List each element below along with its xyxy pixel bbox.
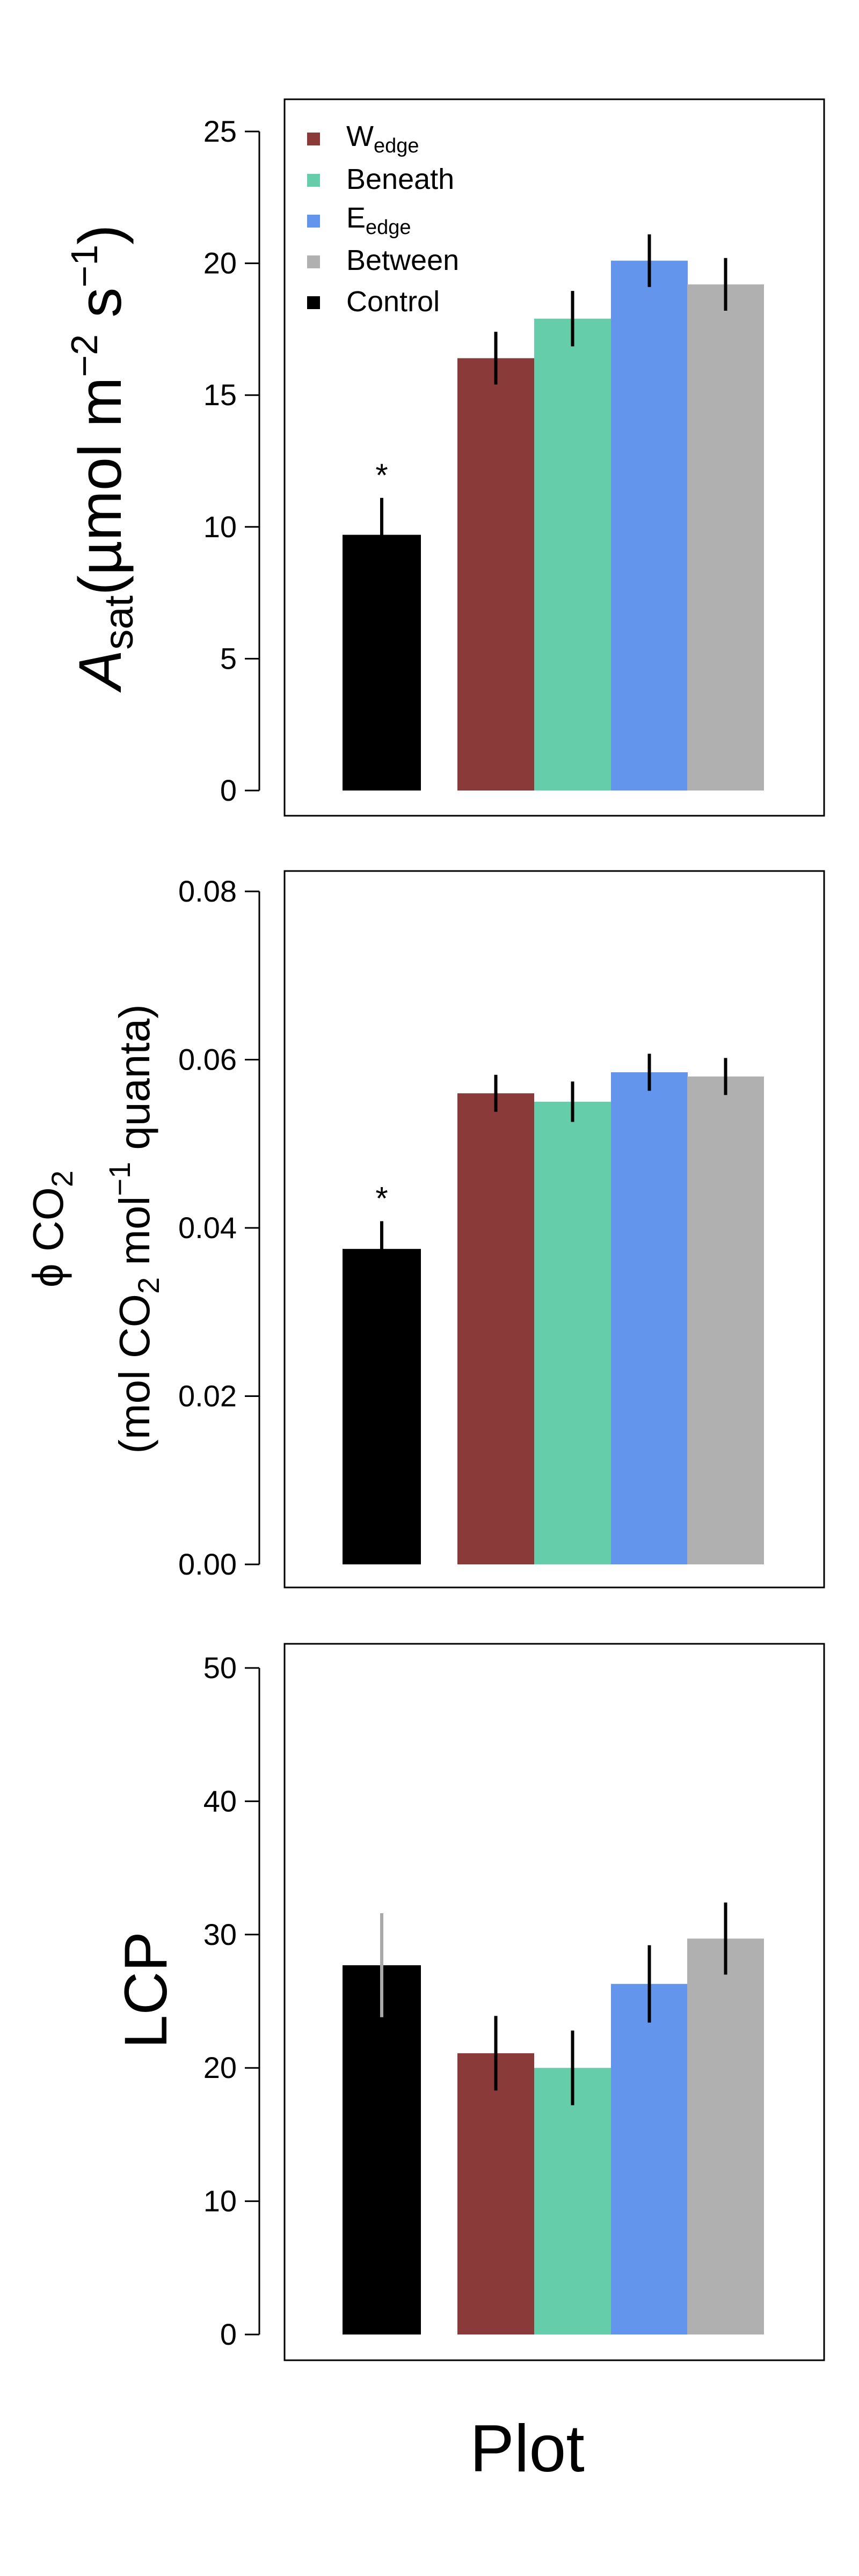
panel-asat-y-label: Asat(µmol m−2 s−1)	[63, 225, 142, 693]
y-tick-label: 0.00	[178, 1547, 237, 1581]
y-tick-label: 0.02	[178, 1379, 237, 1413]
bar-control	[343, 1965, 421, 2334]
panel-phi-co2-frame	[283, 870, 825, 1589]
y-tick-label: 0.08	[178, 874, 237, 908]
bar-eedge	[611, 260, 688, 791]
legend-swatch-between	[307, 255, 320, 268]
bar-between	[687, 284, 764, 791]
panel-asat-y-axis: 0 5 10 15 20 25	[203, 114, 260, 807]
bar-wedge	[457, 1093, 534, 1564]
y-tick-label: 10	[203, 510, 237, 544]
bar-beneath	[534, 318, 611, 791]
y-tick-label: 50	[203, 1651, 237, 1685]
bar-eedge	[611, 1072, 688, 1564]
legend-swatch-wedge	[307, 133, 320, 145]
panel-phi-co2: 0.00 0.02 0.04 0.06 0.08 * ϕ CO2 (mol CO2 mo…	[24, 870, 825, 1589]
significance-marker: *	[375, 457, 388, 493]
bar-wedge	[457, 358, 534, 791]
y-tick-label: 0	[220, 773, 237, 807]
panel-asat-annotations: *	[375, 457, 388, 493]
significance-marker: *	[375, 1180, 388, 1216]
panel-asat-bars	[343, 234, 764, 791]
panel-phi-co2-annotations: *	[375, 1180, 388, 1216]
legend-label-between: Between	[346, 244, 459, 276]
y-tick-label: 0.04	[178, 1211, 237, 1245]
bar-eedge	[611, 1984, 688, 2334]
bar-control	[343, 1249, 421, 1564]
panel-asat: 0 5 10 15 20 25 * Wedge Beneath Eedge Between…	[63, 98, 825, 817]
panel-lcp-y-axis: 0 10 20 30 40 50	[203, 1651, 260, 2351]
panel-lcp-frame	[283, 1643, 825, 2361]
bar-beneath	[534, 2068, 611, 2334]
legend-label-beneath: Beneath	[346, 163, 454, 195]
x-axis-label: Plot	[470, 2412, 585, 2486]
legend-swatch-beneath	[307, 174, 320, 187]
y-tick-label: 5	[220, 641, 237, 675]
bar-control	[343, 535, 421, 791]
legend-swatch-control	[307, 296, 320, 309]
panel-phi-co2-y-label-line1: ϕ CO2	[24, 1170, 79, 1287]
bar-beneath	[534, 1101, 611, 1564]
bar-between	[687, 1076, 764, 1564]
panel-phi-co2-y-label-line2: (mol CO2 mol−1 quanta)	[103, 1004, 165, 1454]
panel-lcp-bars	[343, 1902, 764, 2334]
legend-swatch-eedge	[307, 215, 320, 228]
legend-label-control: Control	[346, 286, 440, 318]
bar-wedge	[457, 2053, 534, 2334]
y-tick-label: 20	[203, 246, 237, 280]
bar-between	[687, 1938, 764, 2334]
y-tick-label: 40	[203, 1784, 237, 1818]
y-tick-label: 0.06	[178, 1043, 237, 1077]
panel-lcp: 0 10 20 30 40 50 LCP	[112, 1643, 825, 2361]
panel-phi-co2-bars	[343, 1053, 764, 1564]
y-tick-label: 15	[203, 378, 237, 412]
panel-asat-frame	[283, 98, 825, 817]
panel-lcp-y-label: LCP	[112, 1931, 179, 2048]
y-tick-label: 20	[203, 2051, 237, 2084]
y-tick-label: 25	[203, 114, 237, 148]
legend-label-wedge: Wedge	[346, 120, 419, 157]
y-tick-label: 0	[220, 2317, 237, 2351]
y-tick-label: 30	[203, 1918, 237, 1951]
legend-label-eedge: Eedge	[346, 202, 411, 239]
legend: Wedge Beneath Eedge Between Control	[307, 120, 459, 318]
panel-phi-co2-y-axis: 0.00 0.02 0.04 0.06 0.08	[178, 874, 260, 1581]
y-tick-label: 10	[203, 2184, 237, 2218]
